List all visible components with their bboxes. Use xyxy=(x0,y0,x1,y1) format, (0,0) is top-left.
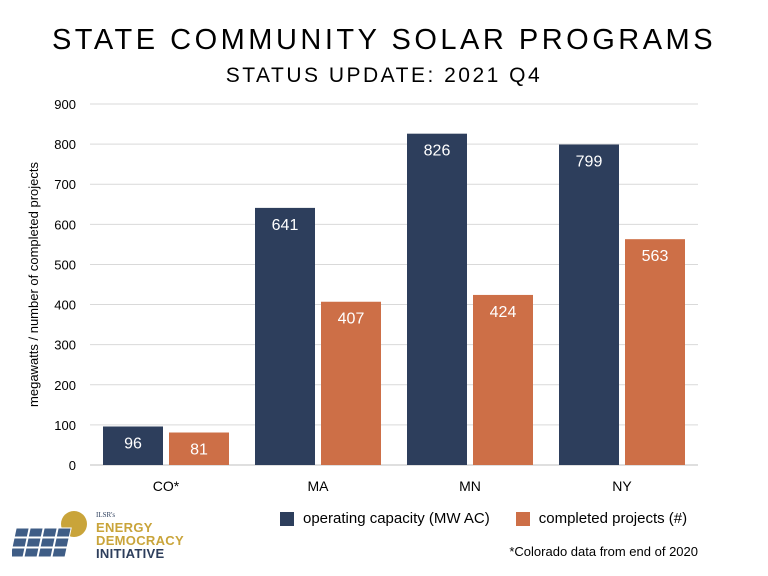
logo-wordmark: ILSR's ENERGY DEMOCRACY INITIATIVE xyxy=(96,511,184,561)
logo-line-initiative: INITIATIVE xyxy=(96,546,165,561)
bar-co-projects xyxy=(169,432,229,465)
y-axis-label: megawatts / number of completed projects xyxy=(26,162,41,407)
bar-ny-capacity xyxy=(559,144,619,466)
y-tick-label: 800 xyxy=(54,137,76,152)
x-tick-label: CO* xyxy=(153,478,180,494)
y-tick-label: 900 xyxy=(54,97,76,112)
legend-swatch-projects xyxy=(515,511,530,526)
bar-mn-capacity xyxy=(407,133,467,465)
footnote: *Colorado data from end of 2020 xyxy=(509,544,698,559)
bar-co-capacity xyxy=(103,426,163,465)
bar-ma-projects xyxy=(321,301,381,465)
chart-title: STATE COMMUNITY SOLAR PROGRAMS xyxy=(51,24,717,56)
y-tick-label: 200 xyxy=(54,378,76,393)
data-label: 424 xyxy=(490,304,517,321)
logo-ilsr: ILSR's xyxy=(96,511,116,519)
data-label: 96 xyxy=(124,435,142,452)
x-tick-label: NY xyxy=(612,478,632,494)
data-label: 641 xyxy=(272,217,299,234)
logo-line-energy: ENERGY xyxy=(96,520,153,535)
legend-item-capacity: operating capacity (MW AC) xyxy=(280,510,490,527)
bar-mn-projects xyxy=(473,294,533,465)
y-tick-label: 700 xyxy=(54,177,76,192)
x-tick-label: MN xyxy=(459,478,481,494)
y-tick-label: 400 xyxy=(54,298,76,313)
chart-subtitle: STATUS UPDATE: 2021 Q4 xyxy=(225,64,543,87)
bar-ma-capacity xyxy=(255,207,315,466)
logo-line-democracy: DEMOCRACY xyxy=(96,533,184,548)
legend-label-projects: completed projects (#) xyxy=(538,510,688,527)
legend-swatch-capacity xyxy=(280,511,294,526)
bar-ny-projects xyxy=(625,239,685,465)
data-label: 799 xyxy=(576,154,603,171)
y-tick-label: 0 xyxy=(69,458,76,473)
y-tick-label: 600 xyxy=(54,217,76,232)
data-label: 563 xyxy=(642,248,669,265)
energy-democracy-logo-icon xyxy=(12,511,87,558)
chart-legend: operating capacity (MW AC) completed pro… xyxy=(280,510,713,527)
data-label: 826 xyxy=(424,143,451,160)
x-tick-label: MA xyxy=(308,478,330,494)
y-tick-label: 300 xyxy=(54,338,76,353)
data-label: 407 xyxy=(338,311,365,328)
legend-item-projects: completed projects (#) xyxy=(515,510,688,527)
y-tick-label: 500 xyxy=(54,257,76,272)
legend-label-capacity: operating capacity (MW AC) xyxy=(303,510,490,527)
y-tick-label: 100 xyxy=(54,418,76,433)
data-label: 81 xyxy=(190,442,208,459)
